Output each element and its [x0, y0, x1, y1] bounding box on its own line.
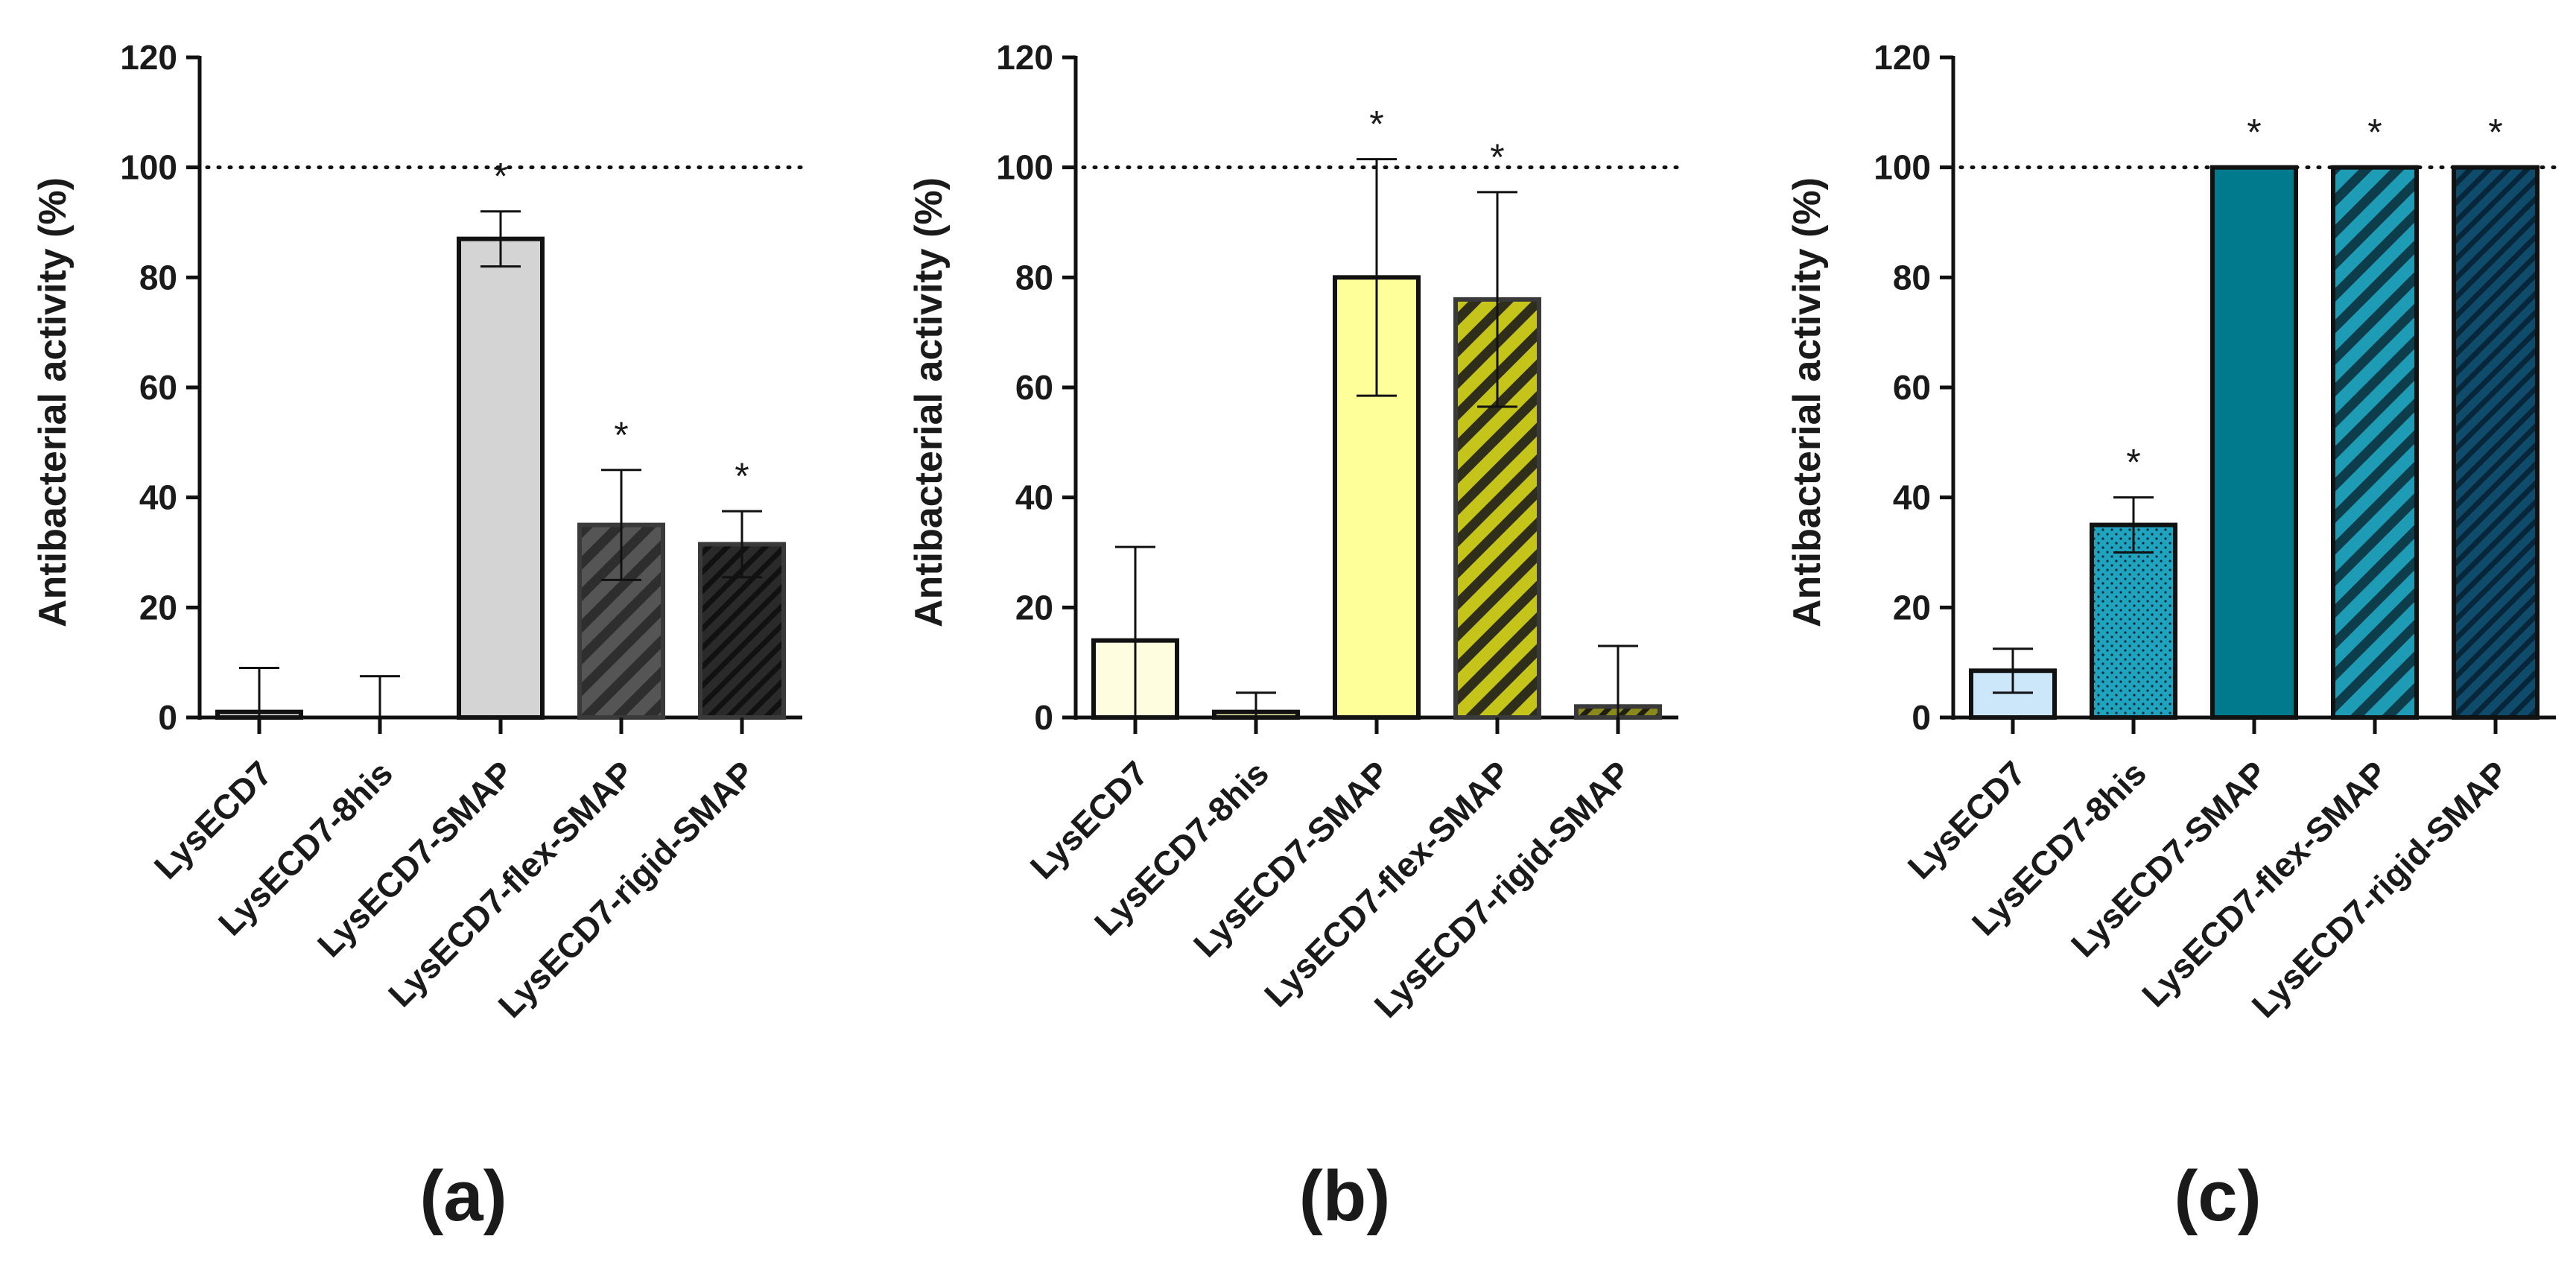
significance-marker: *: [1369, 104, 1383, 145]
y-tick-label: 20: [1893, 588, 1931, 627]
bar: [2452, 165, 2539, 720]
significance-marker: *: [2367, 112, 2382, 153]
y-tick-label: 60: [1893, 368, 1931, 407]
y-tick-label: 100: [1874, 148, 1931, 187]
y-tick-label: 80: [1015, 258, 1053, 297]
y-tick-label: 0: [1912, 698, 1931, 737]
category-label: LysECD7-flex-SMAP: [1257, 753, 1517, 1014]
y-tick-label: 120: [1874, 38, 1931, 77]
significance-marker: *: [1490, 136, 1504, 178]
y-tick-label: 120: [120, 38, 177, 77]
y-axis-title: Antibacterial activity (%): [907, 177, 951, 627]
chart-panel-2: 0 20 40 60 80 100 120 Antibacterial activity (%…: [907, 38, 1681, 1236]
y-tick-label: 120: [996, 38, 1053, 77]
bar: [457, 236, 545, 720]
y-tick-label: 60: [139, 368, 177, 407]
bar: [2210, 165, 2298, 720]
y-tick-label: 20: [139, 588, 177, 627]
significance-marker: *: [614, 414, 628, 456]
bar: [2331, 165, 2419, 720]
y-tick-label: 60: [1015, 368, 1053, 407]
y-tick-label: 0: [1034, 698, 1053, 737]
y-tick-label: 80: [139, 258, 177, 297]
chart-panel-1: 0 20 40 60 80 100 120 Antibacterial activity (%…: [31, 38, 805, 1236]
significance-marker: *: [2247, 112, 2261, 153]
y-axis-title: Antibacterial activity (%): [1786, 177, 1829, 627]
y-tick-label: 40: [1893, 478, 1931, 517]
significance-marker: *: [2488, 112, 2502, 153]
y-tick-label: 40: [1015, 478, 1053, 517]
chart-panel-3: 0 20 40 60 80 100 120 Antibacterial activity (%…: [1786, 38, 2558, 1236]
y-axis-title: Antibacterial activity (%): [31, 177, 74, 627]
y-tick-label: 80: [1893, 258, 1931, 297]
significance-marker: *: [2126, 442, 2140, 484]
panel-label: (a): [419, 1156, 507, 1236]
bar: [2090, 522, 2177, 720]
panel-label: (b): [1299, 1156, 1391, 1236]
y-tick-label: 40: [139, 478, 177, 517]
category-label: LysECD7-flex-SMAP: [2134, 753, 2395, 1014]
y-tick-label: 20: [1015, 588, 1053, 627]
category-label: LysECD7-flex-SMAP: [381, 753, 641, 1014]
panel-label: (c): [2174, 1156, 2261, 1236]
y-tick-label: 100: [996, 148, 1053, 187]
significance-marker: *: [493, 156, 507, 197]
significance-marker: *: [735, 455, 749, 497]
y-tick-label: 0: [158, 698, 177, 737]
y-tick-label: 100: [120, 148, 177, 187]
